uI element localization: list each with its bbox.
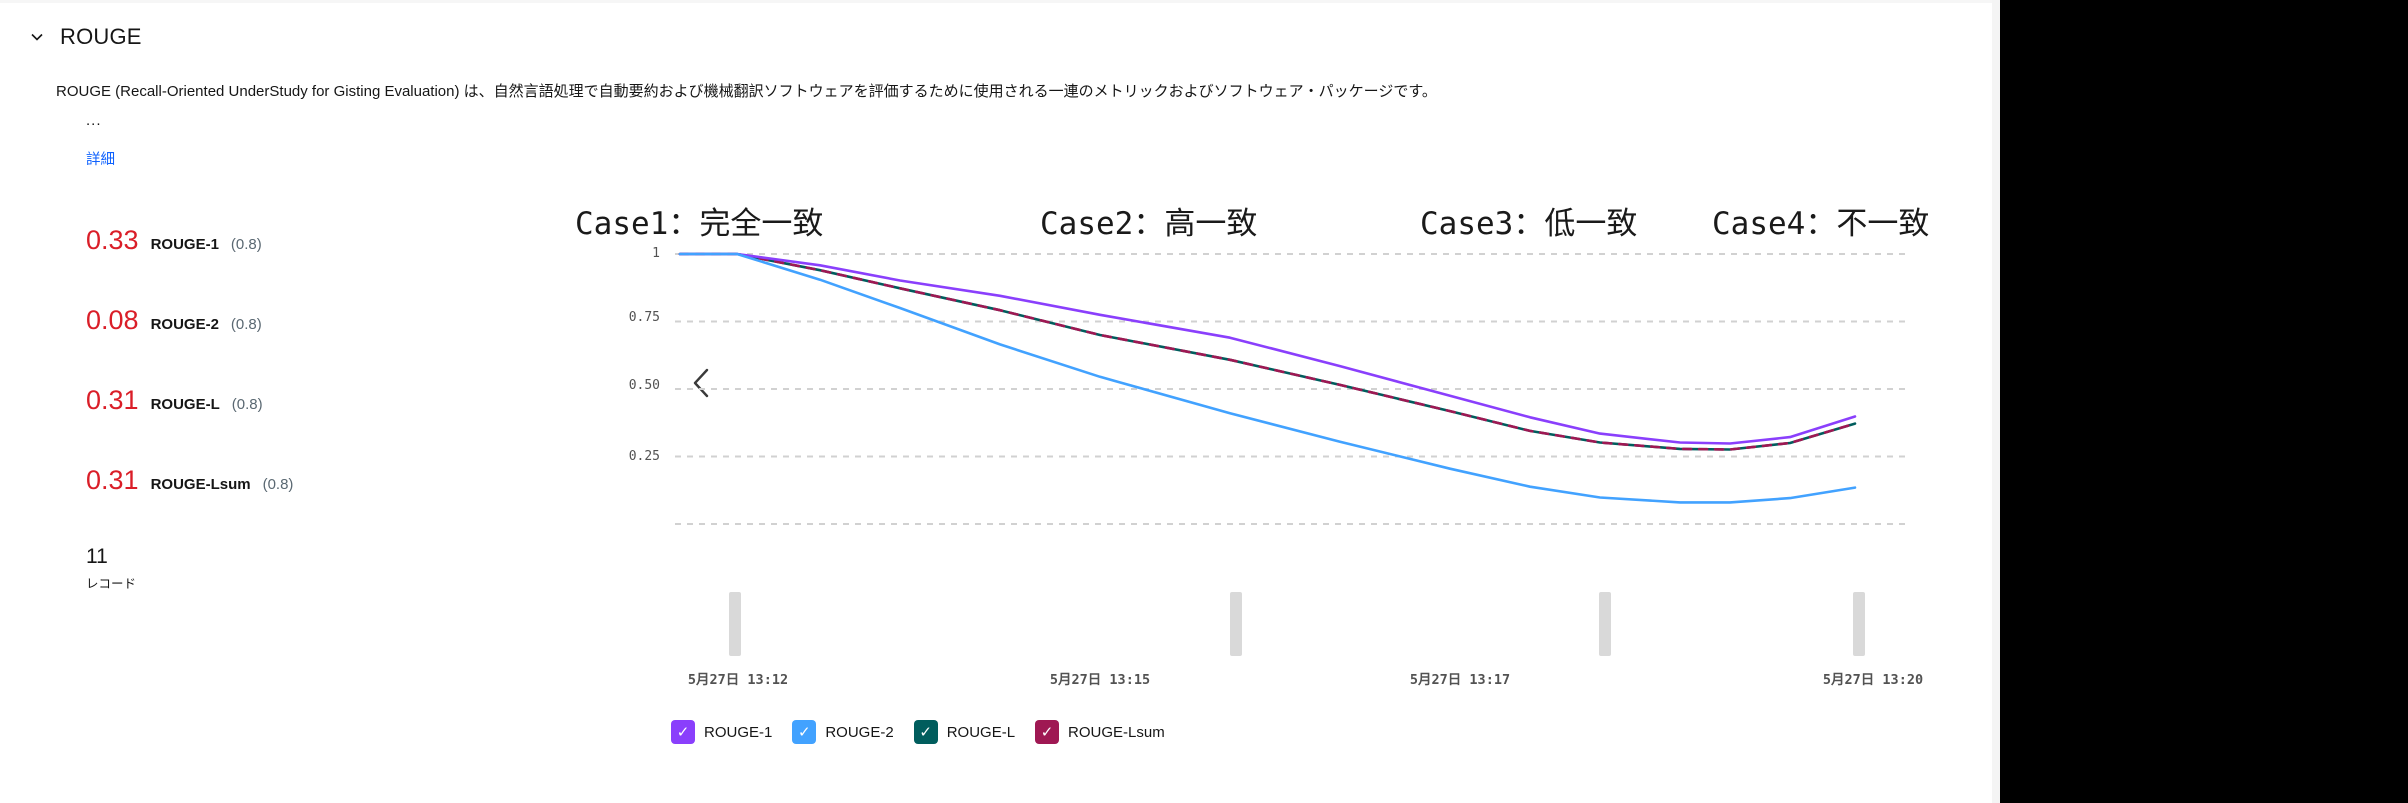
metric-name: ROUGE-1 xyxy=(150,236,219,253)
checkbox-checked-icon[interactable]: ✓ xyxy=(913,720,938,744)
x-axis-tick: 5月27日 13:20 xyxy=(1822,672,1924,688)
y-axis-tick: 0.75 xyxy=(628,310,660,325)
series-line-ROUGE-2 xyxy=(678,252,1857,504)
records-label: レコード xyxy=(86,577,137,591)
y-axis-tick: 0.50 xyxy=(628,378,660,393)
x-axis-tick: 5月27日 13:17 xyxy=(1409,672,1511,688)
metric-row-rouge-l: 0.31 ROUGE-L (0.8) xyxy=(86,385,263,416)
series-line-ROUGE-1 xyxy=(678,252,1857,445)
metric-name: ROUGE-Lsum xyxy=(150,476,251,493)
series-line-ROUGE-Lsum xyxy=(678,252,1857,451)
y-axis-tick: 0.25 xyxy=(628,449,660,464)
legend-label: ROUGE-Lsum xyxy=(1068,723,1165,741)
annotation-case2: Case2：高一致 xyxy=(1040,206,1258,242)
legend-item-rouge-l[interactable]: ✓ ROUGE-L xyxy=(913,720,1016,744)
y-axis-tick: 1 xyxy=(652,246,660,261)
record-density-bar xyxy=(1599,592,1611,656)
annotation-case3: Case3：低一致 xyxy=(1420,206,1638,242)
metric-threshold: (0.8) xyxy=(230,236,262,253)
legend-label: ROUGE-L xyxy=(946,723,1016,741)
metric-row-rouge-lsum: 0.31 ROUGE-Lsum (0.8) xyxy=(86,465,293,496)
description-ellipsis: ... xyxy=(86,112,102,129)
legend-item-rouge-1[interactable]: ✓ ROUGE-1 xyxy=(671,720,772,744)
record-density-bar xyxy=(729,592,741,656)
chevron-down-icon[interactable] xyxy=(28,28,46,46)
x-axis-tick: 5月27日 13:15 xyxy=(1049,672,1151,688)
metric-row-rouge-1: 0.33 ROUGE-1 (0.8) xyxy=(86,225,262,256)
record-density-bar xyxy=(1230,592,1242,656)
details-link[interactable]: 詳細 xyxy=(86,152,115,168)
chevron-left-icon[interactable] xyxy=(686,366,718,400)
records-summary: 11 レコード xyxy=(86,545,136,592)
metric-value: 0.33 xyxy=(86,225,139,255)
metric-threshold: (0.8) xyxy=(231,396,263,413)
metric-value: 0.08 xyxy=(86,305,139,335)
series-lines xyxy=(678,252,1857,504)
section-header: ROUGE xyxy=(28,24,142,50)
checkbox-checked-icon[interactable]: ✓ xyxy=(1035,720,1060,744)
metric-name: ROUGE-2 xyxy=(150,316,219,333)
series-line-ROUGE-L xyxy=(678,252,1857,451)
letterbox-strip xyxy=(2000,0,2408,803)
checkbox-checked-icon[interactable]: ✓ xyxy=(792,720,817,744)
x-axis-tick: 5月27日 13:12 xyxy=(687,672,789,688)
metric-name: ROUGE-L xyxy=(150,396,220,413)
metric-threshold: (0.8) xyxy=(262,476,294,493)
metric-value: 0.31 xyxy=(86,385,139,415)
annotation-case1: Case1：完全一致 xyxy=(575,206,824,242)
legend-label: ROUGE-2 xyxy=(825,723,894,741)
legend-label: ROUGE-1 xyxy=(704,723,773,741)
metric-row-rouge-2: 0.08 ROUGE-2 (0.8) xyxy=(86,305,262,336)
annotation-case4: Case4：不一致 xyxy=(1712,206,1930,242)
checkbox-checked-icon[interactable]: ✓ xyxy=(671,720,695,744)
legend-item-rouge-2[interactable]: ✓ ROUGE-2 xyxy=(792,720,894,744)
metric-description: ROUGE (Recall-Oriented UnderStudy for Gi… xyxy=(56,83,1437,100)
page-title: ROUGE xyxy=(60,24,142,49)
records-count: 11 xyxy=(86,545,108,568)
chart-legend: ✓ ROUGE-1 ✓ ROUGE-2 ✓ ROUGE-L ✓ ROUGE-Ls… xyxy=(671,720,1165,744)
record-density-bar xyxy=(1853,592,1865,656)
metric-threshold: (0.8) xyxy=(230,316,262,333)
metric-value: 0.31 xyxy=(86,465,139,495)
panel-top-edge xyxy=(0,0,1992,3)
page-gutter xyxy=(1992,0,2000,803)
legend-item-rouge-lsum[interactable]: ✓ ROUGE-Lsum xyxy=(1035,720,1165,744)
line-chart xyxy=(675,252,1905,525)
gridlines xyxy=(675,253,1905,525)
